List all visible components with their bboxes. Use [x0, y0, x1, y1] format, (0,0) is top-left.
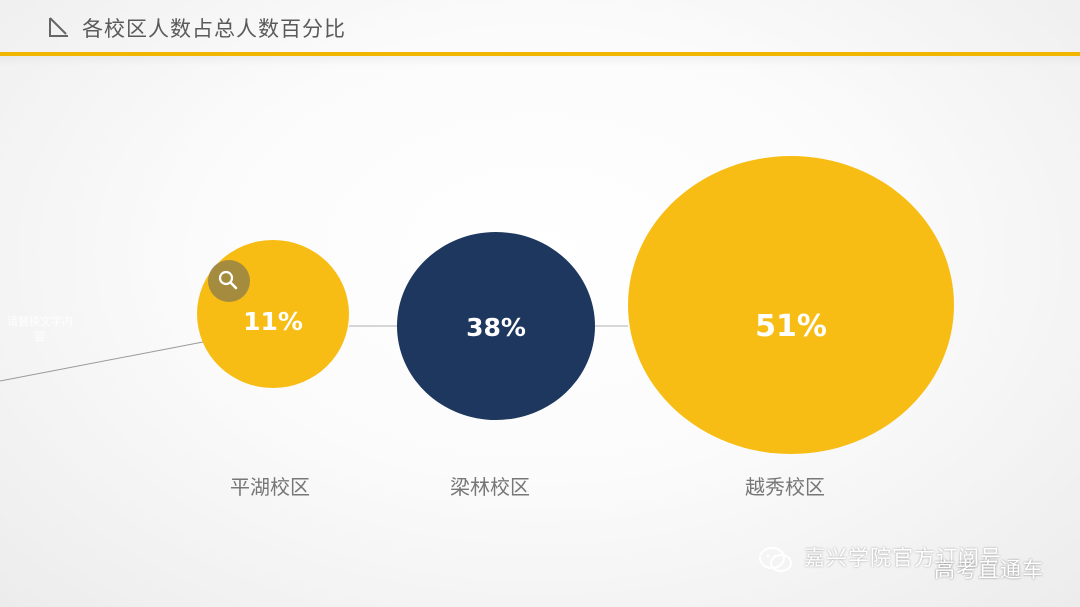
page-title: 各校区人数占总人数百分比 — [82, 17, 346, 41]
bubble-3 — [628, 156, 954, 454]
watermark-subtext: 高考直通车 — [934, 558, 1044, 582]
magnifier-icon[interactable] — [208, 260, 250, 302]
wechat-icon — [759, 547, 792, 572]
arrow-corner-icon — [49, 17, 68, 37]
watermark-text: 嘉兴学院官方订阅号 — [804, 546, 1002, 570]
bubble-2 — [397, 232, 595, 420]
data-label: 51% — [755, 309, 827, 344]
data-label: 11% — [243, 307, 303, 336]
category-label: 越秀校区 — [745, 475, 825, 499]
category-label: 梁林校区 — [450, 475, 530, 499]
bubbles — [197, 156, 954, 454]
category-labels: 平湖校区 梁林校区 越秀校区 — [230, 475, 825, 499]
title-rule — [0, 52, 1080, 56]
data-label: 38% — [466, 313, 526, 342]
category-label: 平湖校区 — [230, 475, 310, 499]
leader-line — [0, 341, 204, 382]
data-labels: 11% 38% 51% — [243, 307, 827, 344]
side-note: 请替换文字内容 — [7, 315, 73, 343]
header-shadow — [0, 56, 1080, 66]
